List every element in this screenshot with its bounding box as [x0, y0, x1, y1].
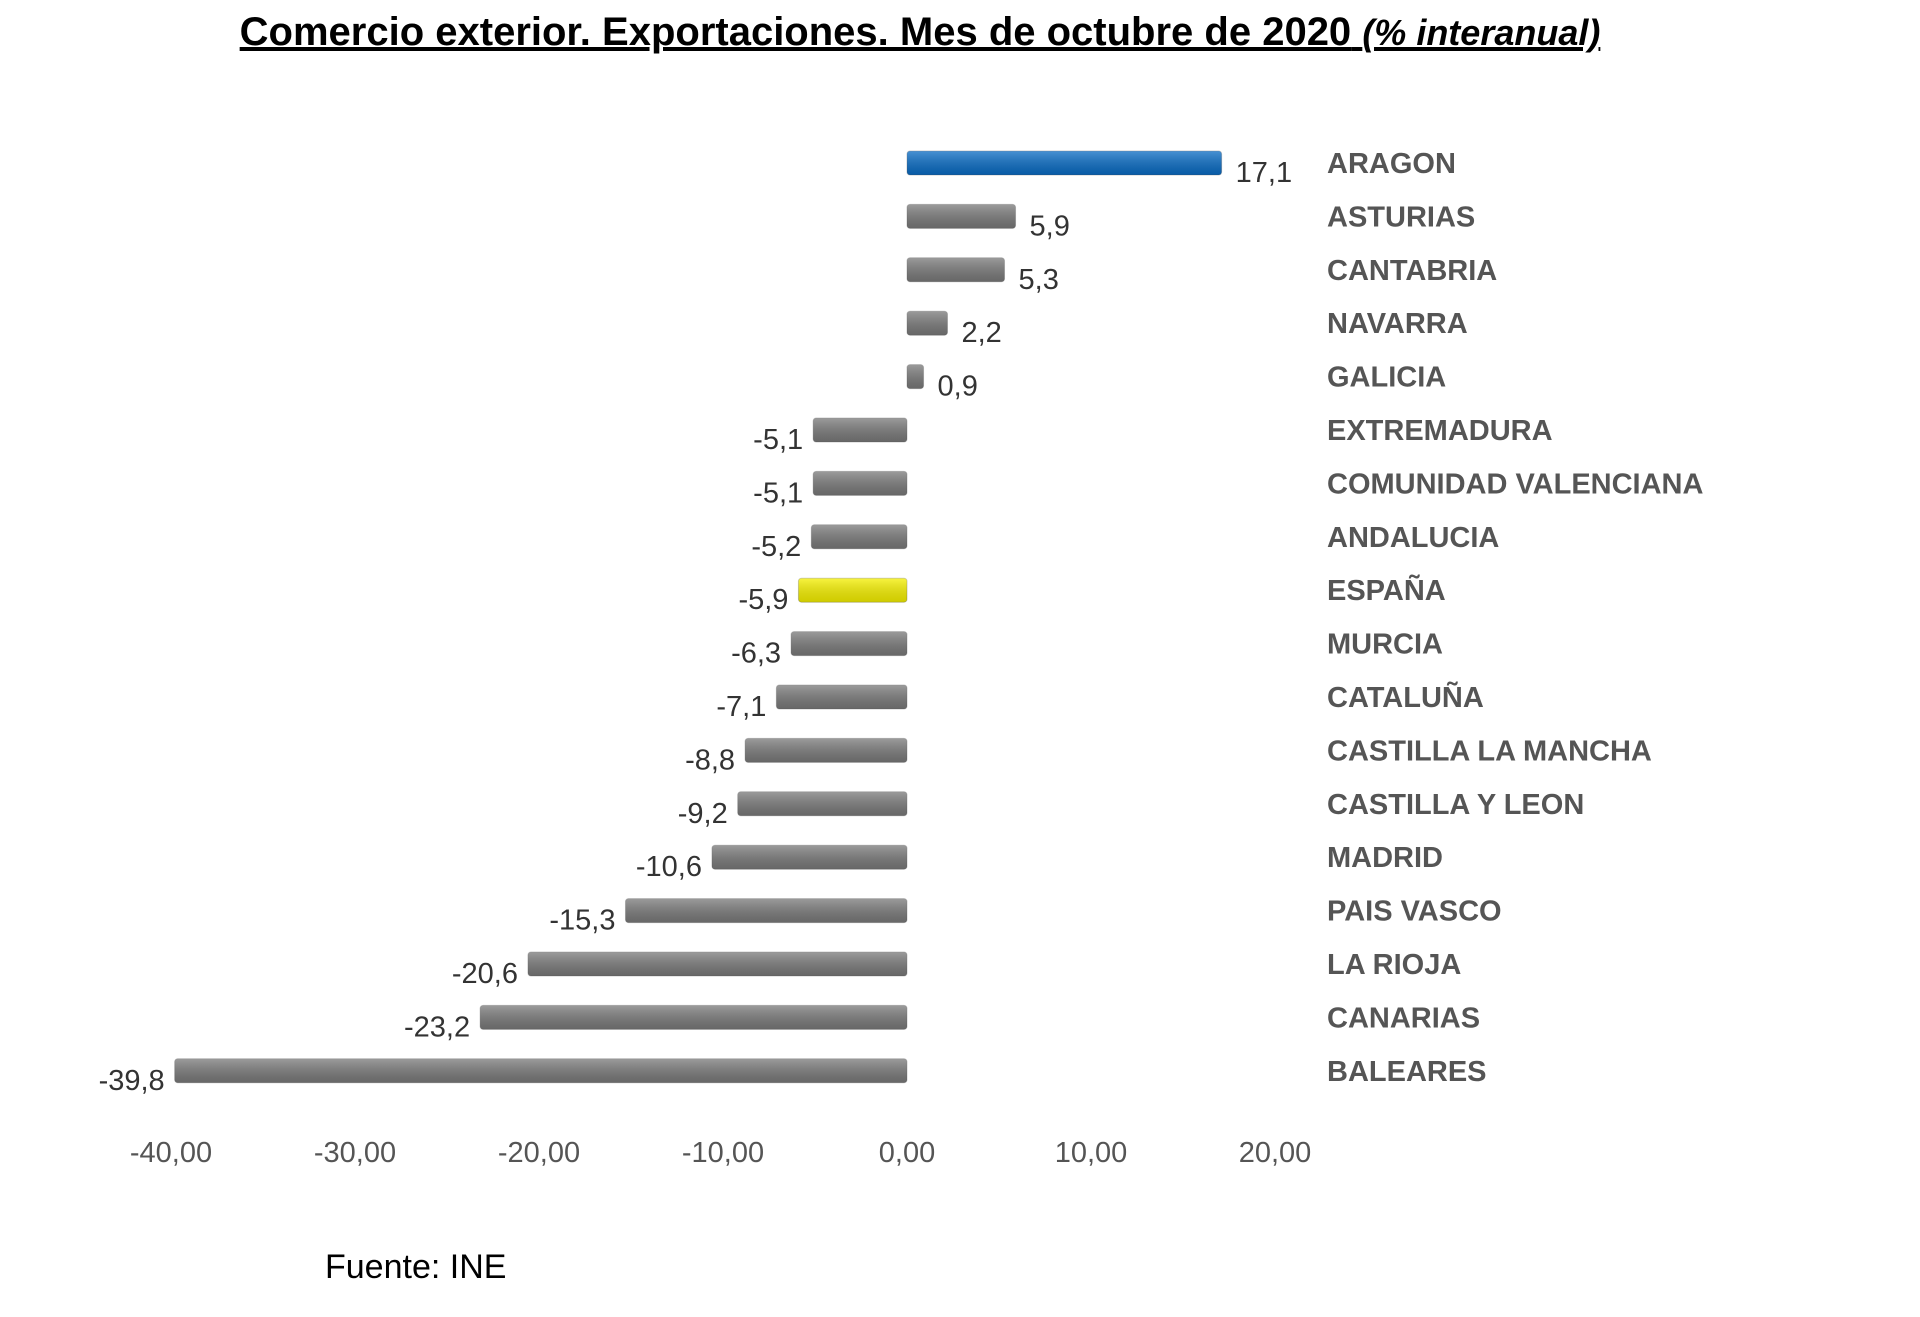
value-label: -5,2: [751, 531, 801, 563]
category-label: ARAGON: [1327, 148, 1456, 180]
value-label: -23,2: [404, 1011, 470, 1043]
x-tick-label: -20,00: [498, 1137, 580, 1169]
x-tick-label: -30,00: [314, 1137, 396, 1169]
category-label: ANDALUCIA: [1327, 522, 1499, 554]
bar-shade: [907, 311, 948, 336]
category-label: LA RIOJA: [1327, 949, 1461, 981]
bar-shade: [745, 738, 907, 763]
value-label: -5,9: [738, 584, 788, 616]
category-label: CATALUÑA: [1327, 680, 1484, 714]
bar-shade: [791, 631, 907, 656]
bar-shade: [711, 845, 907, 870]
category-label: COMUNIDAD VALENCIANA: [1327, 468, 1704, 500]
value-label: -20,6: [452, 958, 518, 990]
bar-shade: [737, 791, 907, 816]
category-label: ASTURIAS: [1327, 201, 1475, 233]
bar-shade: [811, 524, 907, 549]
bar-shade: [174, 1058, 907, 1083]
bar-shade: [798, 578, 907, 603]
value-label: -5,1: [753, 424, 803, 456]
value-label: -39,8: [99, 1065, 165, 1097]
value-label: 17,1: [1236, 157, 1292, 189]
value-label: -5,1: [753, 477, 803, 509]
bar-shade: [813, 418, 907, 442]
x-tick-label: 0,00: [879, 1137, 935, 1169]
bar-shade: [907, 364, 924, 389]
value-label: -9,2: [678, 798, 728, 830]
chart-title: Comercio exterior. Exportaciones. Mes de…: [0, 10, 1840, 55]
bar-shade: [776, 685, 907, 709]
category-label: MADRID: [1327, 842, 1443, 874]
value-label: -10,6: [636, 851, 702, 883]
bar-shade: [625, 898, 907, 923]
category-label: BALEARES: [1327, 1056, 1487, 1088]
value-label: 0,9: [938, 371, 978, 403]
category-label: PAIS VASCO: [1327, 896, 1502, 928]
category-label: CANTABRIA: [1327, 255, 1497, 287]
value-label: 2,2: [961, 317, 1001, 349]
x-tick-label: 10,00: [1055, 1137, 1128, 1169]
category-label: MURCIA: [1327, 629, 1443, 661]
x-tick-label: -40,00: [130, 1137, 212, 1169]
bar-shade: [907, 204, 1016, 229]
bar-shade: [907, 151, 1222, 175]
value-label: 5,3: [1019, 264, 1059, 296]
value-label: -15,3: [549, 905, 615, 937]
category-label: EXTREMADURA: [1327, 415, 1553, 447]
category-label: CASTILLA Y LEON: [1327, 789, 1584, 821]
bar-shade: [480, 1005, 907, 1030]
bar-shade: [813, 471, 907, 496]
bar-shade: [527, 952, 907, 976]
source-note: Fuente: INE: [325, 1248, 507, 1286]
title-subtitle: (% interanual): [1362, 12, 1601, 53]
category-label: GALICIA: [1327, 362, 1446, 394]
x-tick-label: 20,00: [1239, 1137, 1312, 1169]
category-label: CANARIAS: [1327, 1002, 1480, 1034]
category-label: NAVARRA: [1327, 308, 1468, 340]
category-label: CASTILLA LA MANCHA: [1327, 735, 1652, 767]
title-text: Comercio exterior. Exportaciones. Mes de…: [239, 10, 1352, 54]
value-label: 5,9: [1030, 210, 1070, 242]
value-label: -8,8: [685, 744, 735, 776]
value-label: -6,3: [731, 638, 781, 670]
x-tick-label: -10,00: [682, 1137, 764, 1169]
category-label: ESPAÑA: [1327, 573, 1446, 607]
value-label: -7,1: [716, 691, 766, 723]
bar-shade: [907, 257, 1005, 282]
